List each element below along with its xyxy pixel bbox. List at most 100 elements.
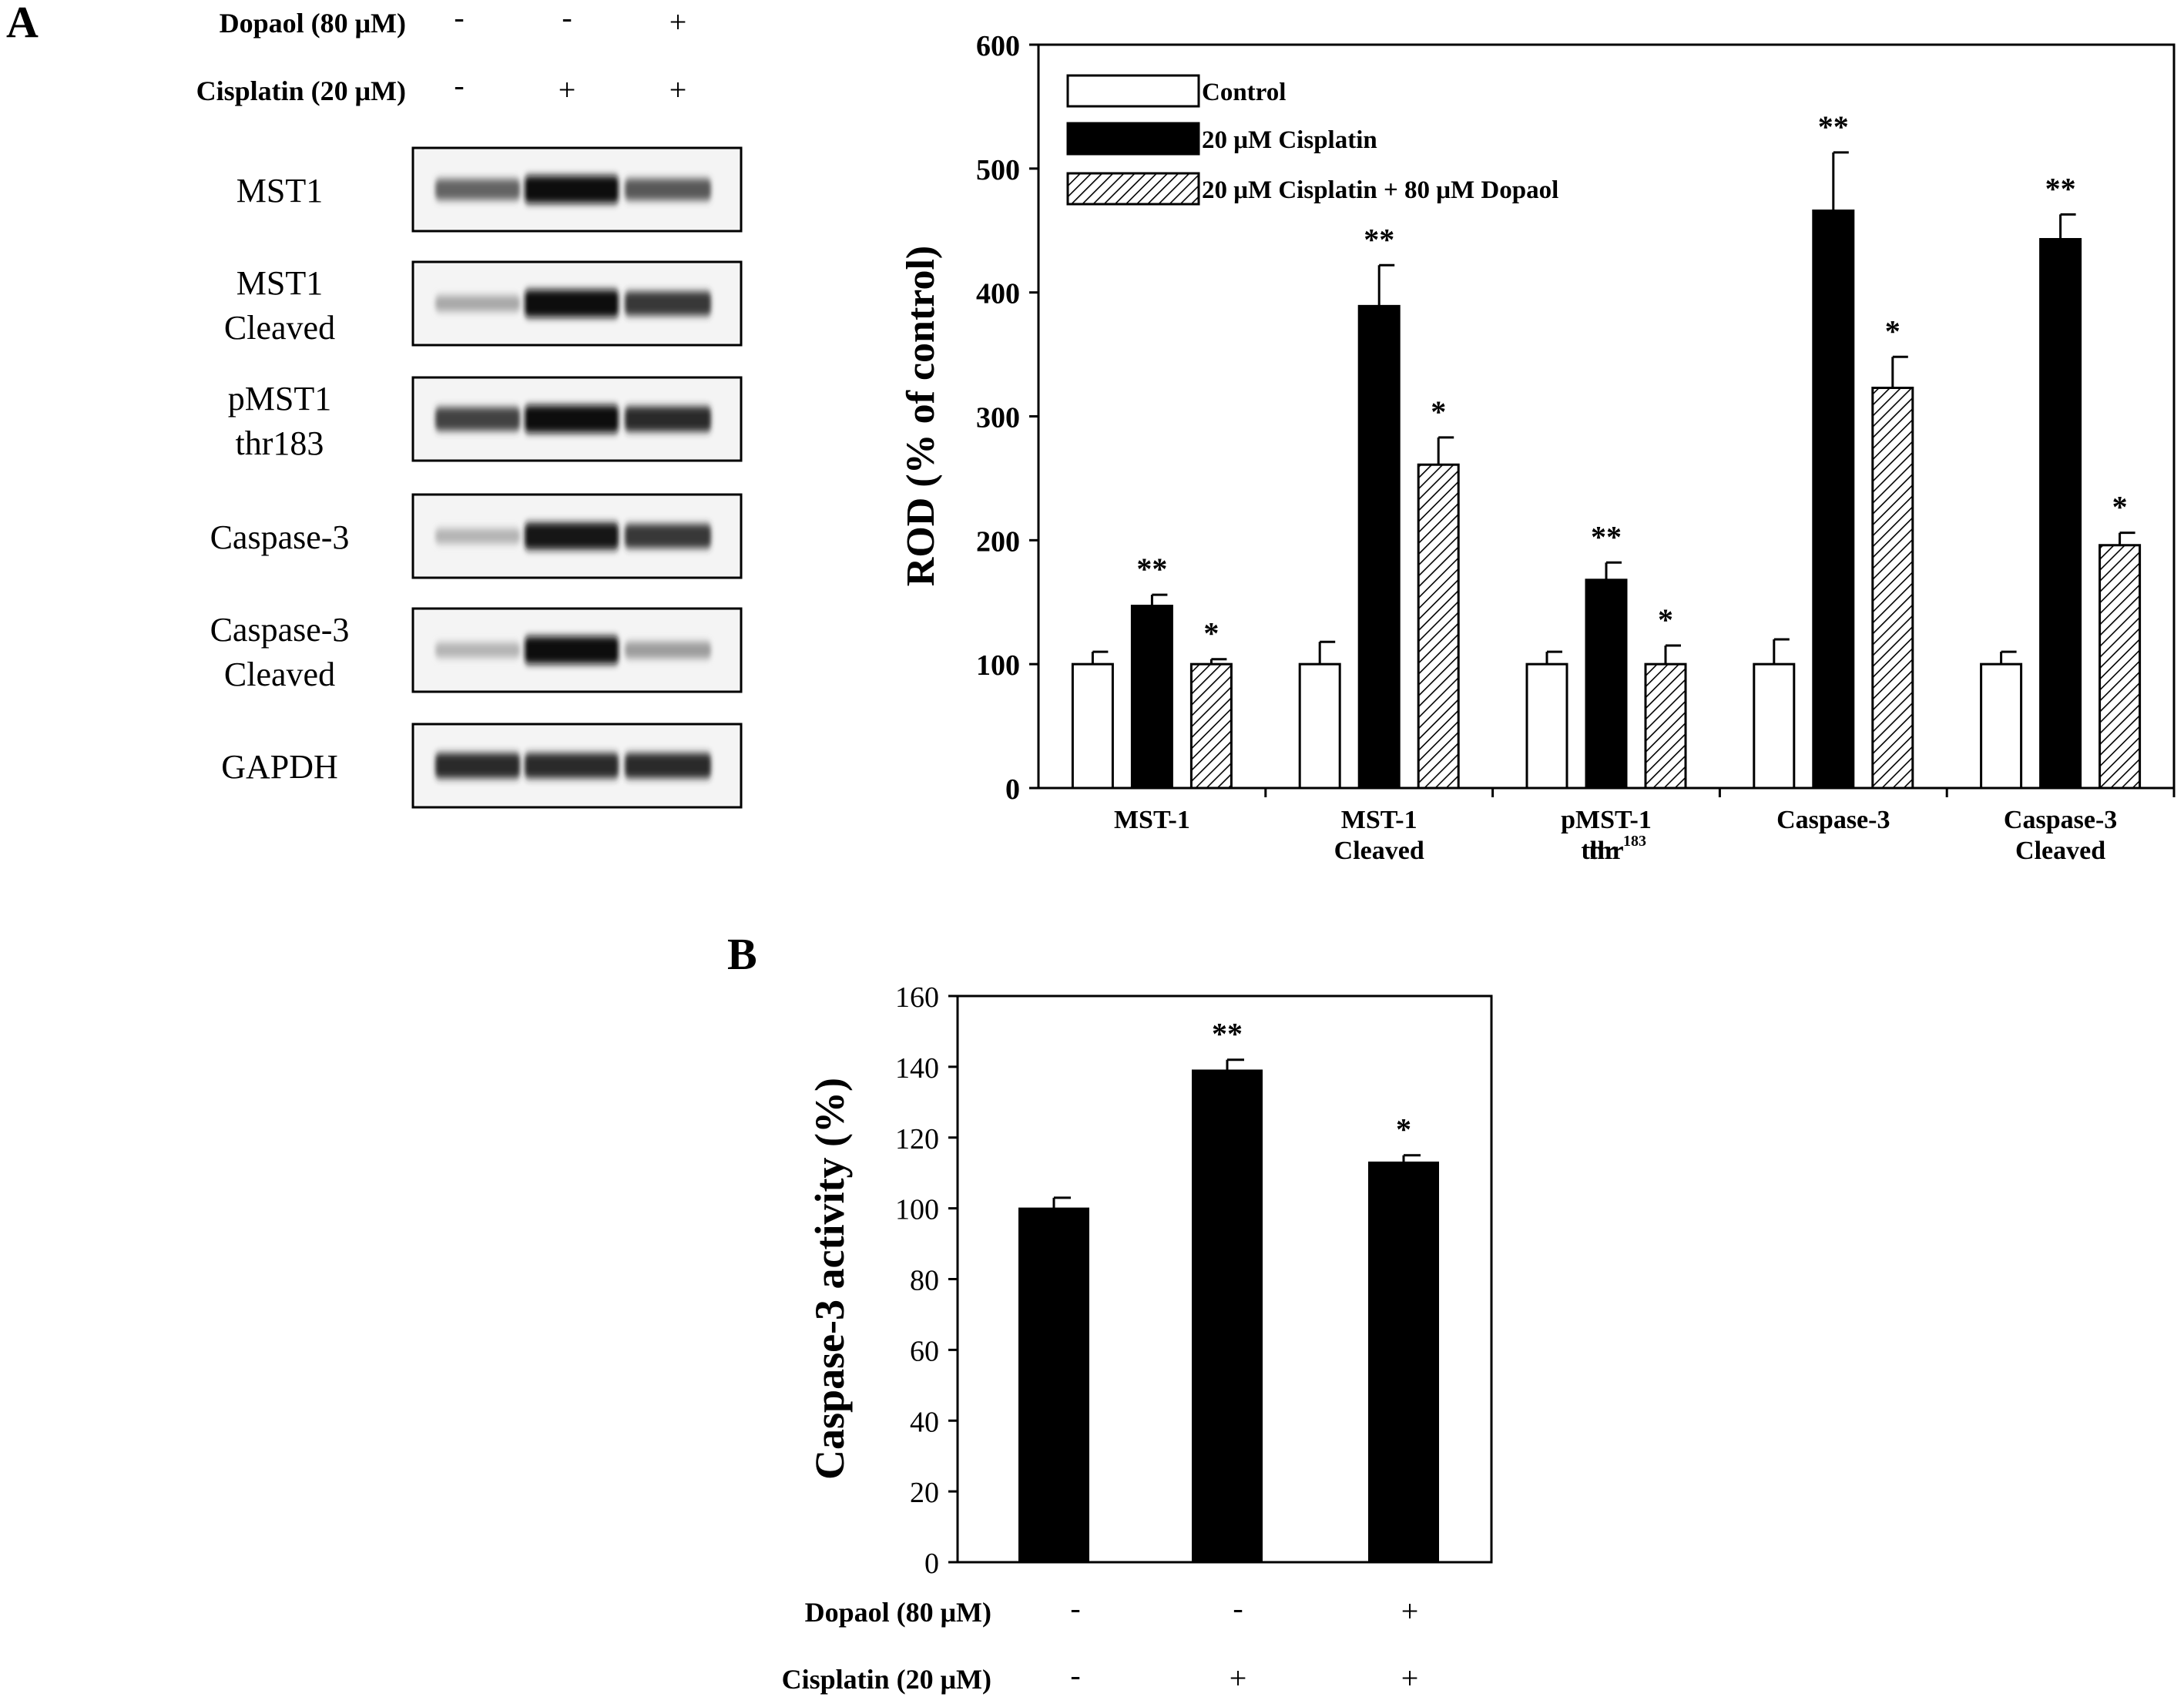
- blot-band: [435, 179, 520, 200]
- bar: [1130, 605, 1173, 790]
- bar: [1812, 210, 1855, 790]
- treatment-mark: -: [454, 0, 464, 35]
- bar: [1018, 1207, 1089, 1563]
- y-tick-label: 600: [976, 30, 1020, 62]
- bar: [1071, 662, 1114, 790]
- y-tick-label: 60: [910, 1335, 939, 1367]
- blot-band: [435, 528, 520, 544]
- blot-band: [435, 753, 520, 779]
- x-tick-superscript: 183: [1623, 833, 1646, 850]
- bar: [1298, 662, 1341, 790]
- x-tick-label: MST-1: [1341, 806, 1417, 834]
- y-tick-label: 200: [976, 525, 1020, 558]
- bar: [1644, 662, 1687, 790]
- blot-label: MST1: [237, 264, 323, 302]
- bar: [2098, 544, 2142, 790]
- panel-a-label: A: [6, 0, 39, 47]
- blot-band: [525, 405, 619, 433]
- treatment-label: Dopaol (80 μM): [805, 1597, 991, 1628]
- treatment-mark: +: [669, 5, 687, 39]
- significance-mark: *: [1203, 616, 1219, 651]
- panel-b-treatment-table: Dopaol (80 μM) - - + Cisplatin (20 μM) - + +: [782, 1591, 1419, 1695]
- blot-band: [525, 176, 619, 203]
- y-tick-label: 500: [976, 154, 1020, 186]
- x-tick-label: Caspase-3: [1776, 806, 1890, 834]
- y-tick-label: 40: [910, 1406, 939, 1438]
- y-axis-title: ROD (% of control): [899, 246, 943, 586]
- bar: [1368, 1161, 1439, 1563]
- legend-label: Control: [1202, 79, 1286, 106]
- significance-mark: **: [2045, 171, 2076, 206]
- significance-mark: *: [1431, 394, 1446, 429]
- treatment-label: Cisplatin (20 μM): [782, 1664, 991, 1695]
- blot-band: [525, 522, 619, 550]
- bar: [2039, 238, 2082, 790]
- y-axis-title: Caspase-3 activity (%): [807, 1078, 853, 1480]
- bar: [1189, 662, 1233, 790]
- blot-band: [435, 642, 520, 658]
- blot-band: [625, 178, 711, 201]
- bar: [1417, 463, 1460, 790]
- blot-band: [525, 290, 619, 317]
- treatment-label: Dopaol (80 μM): [220, 8, 406, 39]
- bar: [1871, 387, 1914, 790]
- blot-band: [625, 406, 711, 432]
- bar: [1980, 662, 2023, 790]
- y-tick-label: 0: [924, 1548, 939, 1580]
- significance-mark: *: [1885, 314, 1901, 348]
- significance-mark: **: [1364, 222, 1394, 257]
- blot-label: Cleaved: [224, 309, 335, 347]
- bar: [1753, 662, 1796, 790]
- significance-mark: **: [1818, 109, 1849, 144]
- treatment-mark: +: [669, 72, 687, 107]
- y-tick-label: 400: [976, 278, 1020, 310]
- treatment-mark: -: [1070, 1658, 1080, 1692]
- y-tick-label: 100: [976, 649, 1020, 682]
- western-blot-panel: MST1 MST1 Cleaved pMST1 thr183 Caspase-3 Caspa…: [210, 146, 743, 809]
- blot-label: thr183: [236, 424, 324, 462]
- bar: [1357, 304, 1401, 790]
- legend-swatch: [1066, 172, 1200, 206]
- blot-band: [625, 642, 711, 659]
- treatment-mark: +: [1401, 1594, 1419, 1628]
- legend-swatch: [1066, 122, 1200, 156]
- significance-mark: *: [1658, 602, 1673, 637]
- blot-band: [525, 753, 619, 779]
- bar: [1192, 1069, 1263, 1563]
- legend-label: 20 μM Cisplatin: [1202, 126, 1377, 154]
- blot-band: [435, 295, 520, 312]
- blot-band: [435, 407, 520, 431]
- blot-label: Caspase-3: [210, 611, 350, 649]
- significance-mark: *: [1396, 1112, 1411, 1147]
- treatment-mark: -: [1233, 1591, 1243, 1625]
- blot-label: MST1: [237, 172, 323, 210]
- treatment-mark: -: [454, 68, 464, 102]
- y-tick-label: 160: [895, 981, 939, 1014]
- treatment-label: Cisplatin (20 μM): [196, 75, 406, 106]
- treatment-mark: -: [562, 0, 572, 35]
- x-tick-label: thr: [1589, 837, 1623, 865]
- x-tick-label: MST-1: [1114, 806, 1190, 834]
- rod-bar-chart: 0 100 200 300 400 500 600 ROD (% of control) MST…: [899, 30, 2176, 865]
- x-tick-label: pMST-1: [1561, 806, 1652, 834]
- y-tick-label: 100: [895, 1194, 939, 1226]
- significance-mark: **: [1136, 552, 1167, 586]
- significance-mark: **: [1212, 1017, 1243, 1051]
- blot-band: [625, 291, 711, 316]
- panel-a-treatment-table: Dopaol (80 μM) - - + Cisplatin (20 μM) - + +: [196, 0, 687, 107]
- caspase-activity-bar-chart: 0 20 40 60 80 100 120 140 160 Caspase-3 activity …: [807, 981, 1493, 1580]
- y-tick-label: 140: [895, 1052, 939, 1085]
- blot-band: [625, 524, 711, 548]
- x-tick-label: thr: [1581, 837, 1615, 865]
- significance-mark: **: [1591, 519, 1622, 554]
- blot-label: Cleaved: [224, 656, 335, 693]
- y-tick-label: 80: [910, 1265, 939, 1297]
- blot-label: pMST1: [228, 380, 331, 418]
- y-tick-label: 20: [910, 1477, 939, 1509]
- blot-band: [625, 753, 711, 779]
- blot-band: [525, 636, 619, 664]
- treatment-mark: +: [1401, 1661, 1419, 1695]
- y-tick-label: 0: [1005, 773, 1020, 806]
- x-tick-label: Cleaved: [2015, 837, 2105, 865]
